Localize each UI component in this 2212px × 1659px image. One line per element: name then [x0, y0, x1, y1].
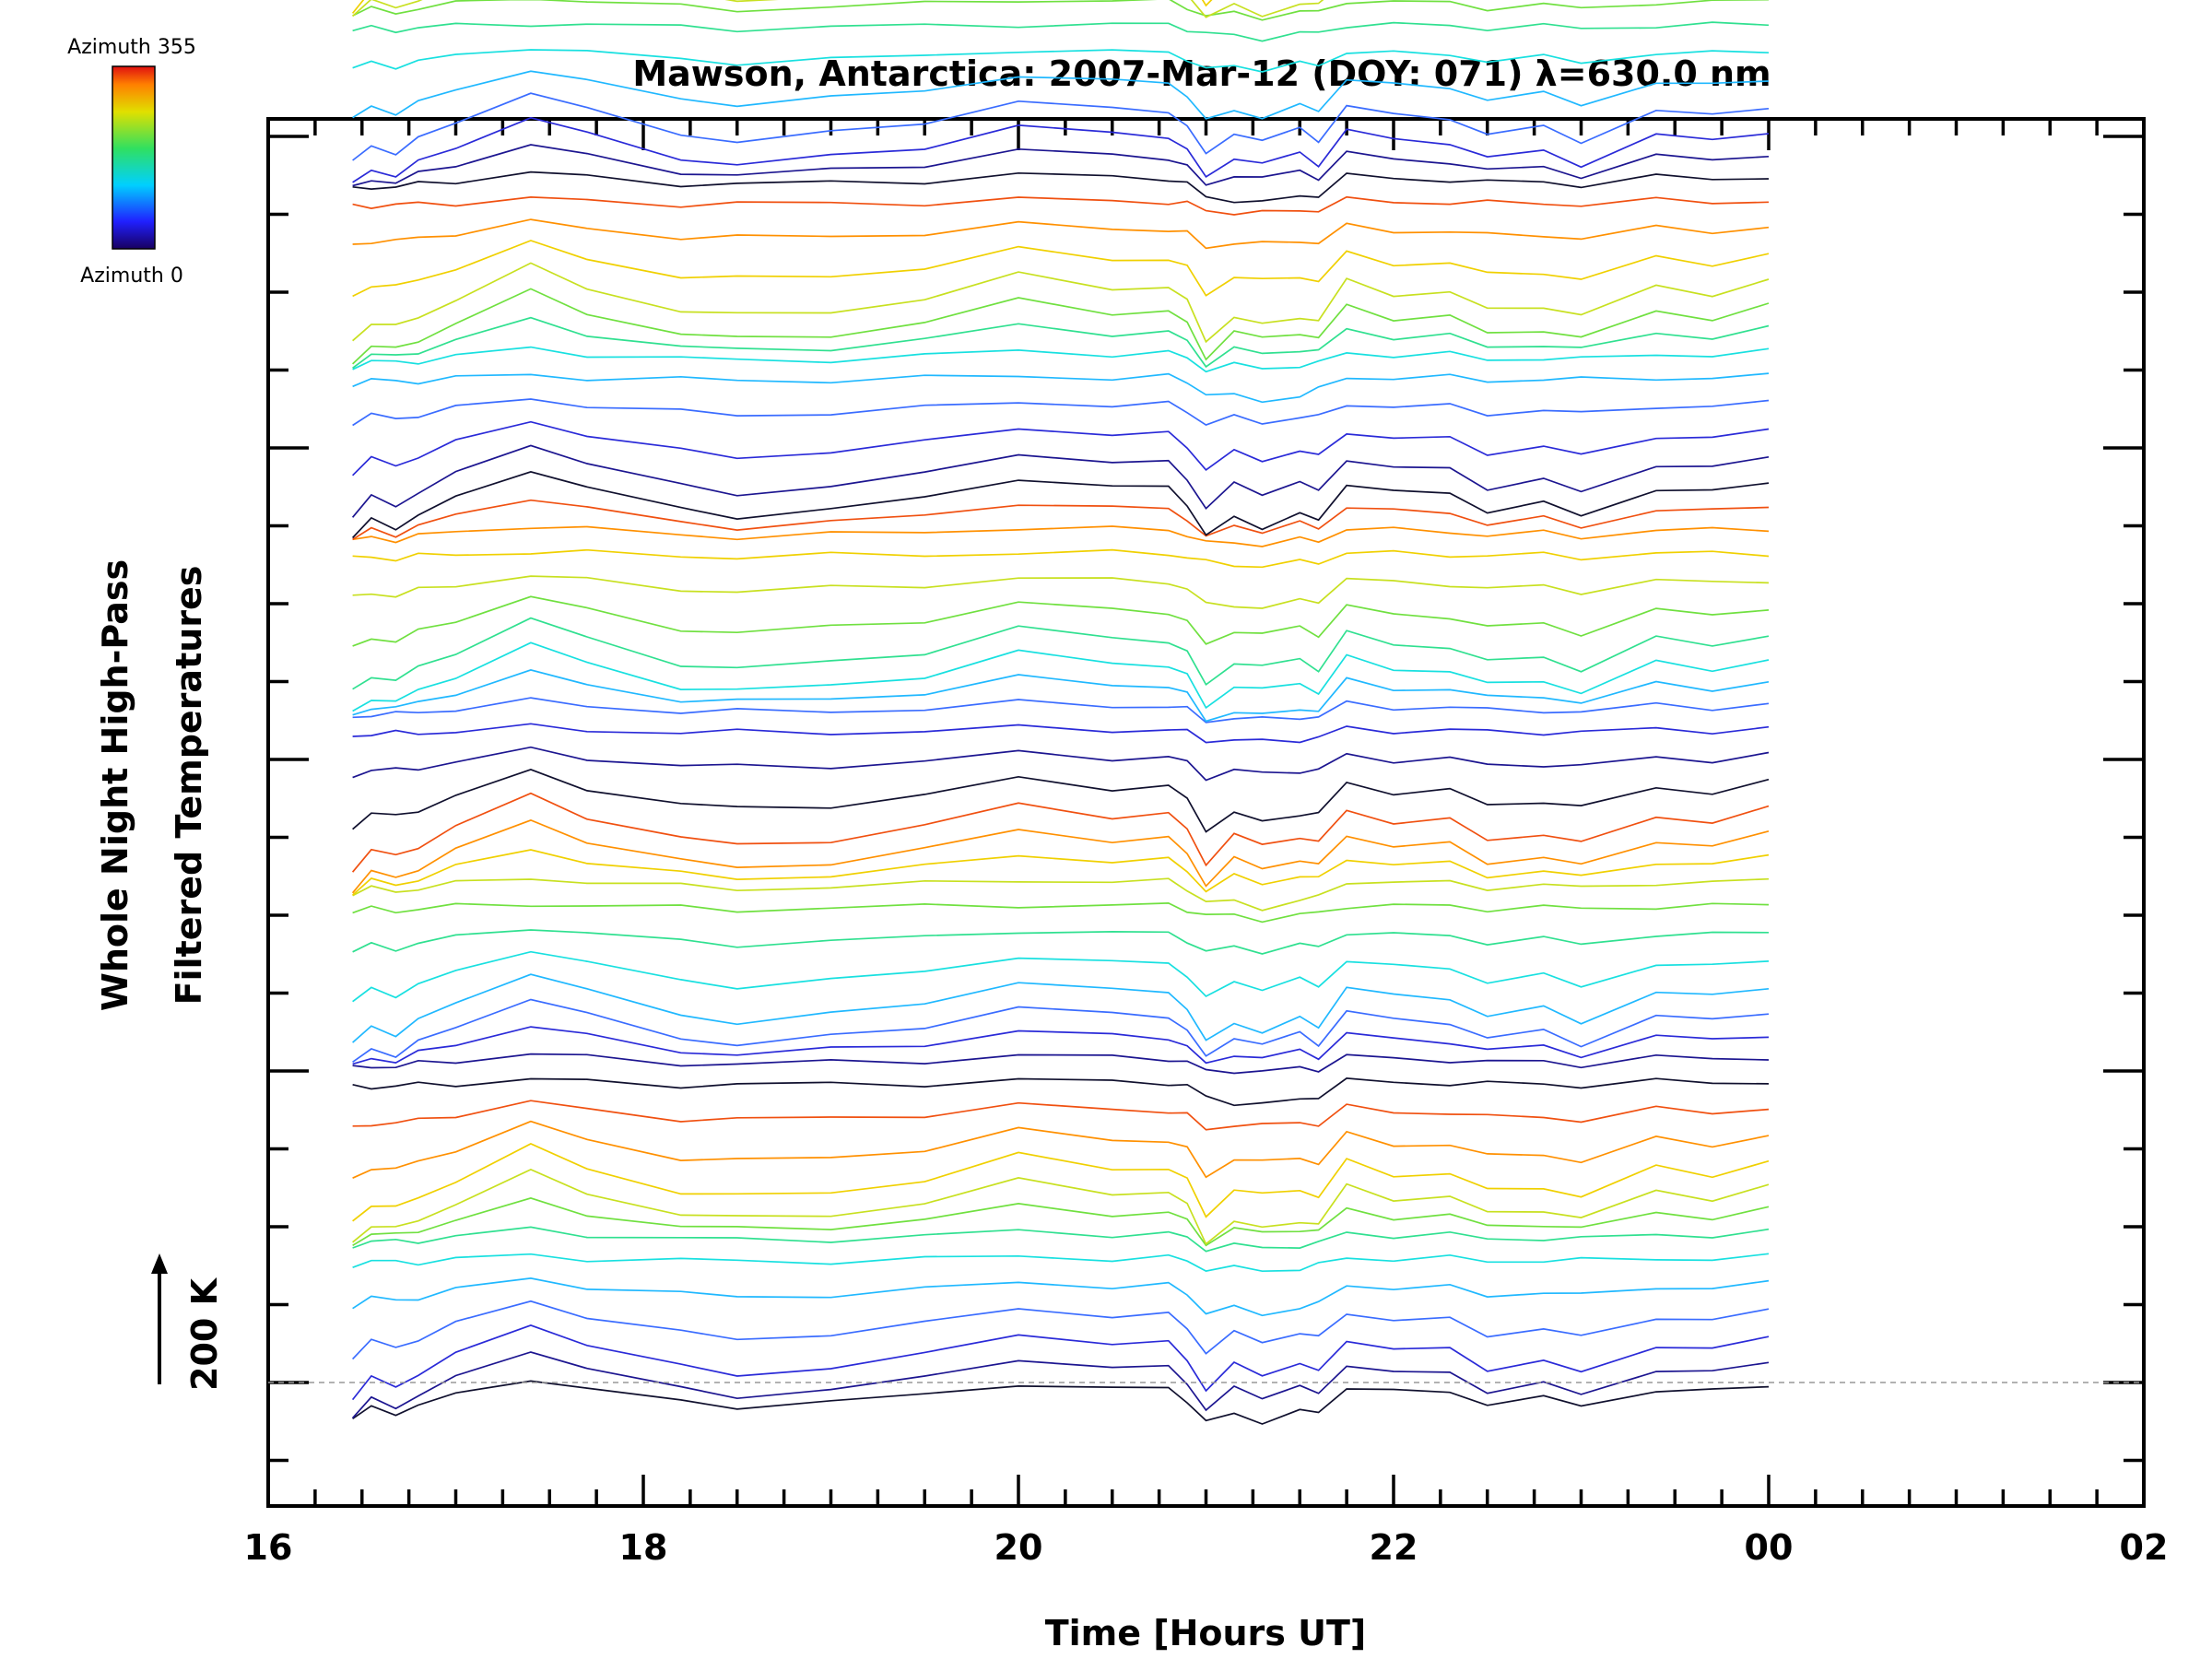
x-axis-ticks: 16 18 20 22 00 02 [244, 119, 2169, 1568]
series-line-17 [352, 973, 1770, 1043]
x-tick-label: 20 [994, 1527, 1043, 1568]
series-line-34 [352, 548, 1770, 569]
y-axis-ticks [268, 135, 2144, 1463]
series-line-12 [352, 1100, 1770, 1131]
series-line-28 [352, 697, 1770, 724]
series-line-50 [352, 144, 1770, 187]
series-line-20 [352, 902, 1770, 924]
series-line-40 [352, 398, 1770, 427]
x-axis-label: Time [Hours UT] [1045, 1613, 1367, 1653]
series-line-3 [351, 1324, 1770, 1401]
colorbar-bottom-label: Azimuth 0 [80, 265, 183, 288]
series-line-43 [352, 316, 1770, 369]
series-line-11 [352, 1120, 1770, 1179]
x-tick-label: 16 [244, 1527, 293, 1568]
series-line-5 [352, 1277, 1770, 1317]
series-line-52 [352, 92, 1770, 161]
series-line-44 [352, 288, 1770, 365]
series-line-47 [352, 218, 1770, 250]
x-tick-label: 18 [619, 1527, 668, 1568]
series-line-29 [352, 669, 1770, 723]
series-line-42 [352, 346, 1770, 373]
scale-arrow-icon [151, 1253, 168, 1274]
series-line-54 [352, 49, 1770, 73]
series-line-4 [351, 1300, 1770, 1360]
series-line-15 [352, 1026, 1770, 1065]
series-line-21 [352, 877, 1770, 912]
series-line-53 [352, 70, 1770, 120]
series-line-26 [352, 746, 1770, 782]
chart-title: Mawson, Antarctica: 2007-Mar-12 (DOY: 07… [632, 53, 1771, 94]
series-line-56 [352, 0, 1770, 21]
series-line-16 [352, 998, 1770, 1063]
y-axis-label-line1: Whole Night High-Pass [95, 559, 135, 1011]
series-line-18 [352, 950, 1770, 1003]
series-line-36 [352, 499, 1770, 541]
series-line-2 [351, 1351, 1770, 1419]
series-line-49 [352, 171, 1770, 204]
x-tick-label: 22 [1370, 1527, 1418, 1568]
x-tick-label: 00 [1745, 1527, 1794, 1568]
series-line-27 [352, 723, 1770, 744]
series-line-30 [352, 641, 1770, 712]
series-line-55 [352, 21, 1770, 42]
series-line-57 [352, 0, 1324, 18]
series-line-24 [351, 792, 1770, 873]
series-lines [351, 0, 1770, 1425]
series-line-7 [352, 1226, 1770, 1253]
plot-frame [266, 117, 2146, 1508]
series-line-9 [352, 1168, 1770, 1246]
x-tick-label: 02 [2120, 1527, 2169, 1568]
series-line-51 [352, 116, 1770, 183]
series-line-48 [352, 195, 1770, 216]
colorbar-top-label: Azimuth 355 [67, 36, 196, 59]
series-line-1 [352, 1380, 1770, 1425]
series-line-10 [352, 1143, 1770, 1222]
series-line-41 [352, 372, 1770, 404]
series-line-14 [352, 1053, 1770, 1075]
series-line-8 [352, 1197, 1770, 1247]
series-line-6 [352, 1253, 1770, 1273]
series-line-23 [351, 818, 1770, 894]
y-axis-label-line2: Filtered Temperatures [169, 566, 209, 1006]
series-line-46 [352, 240, 1770, 298]
series-line-13 [352, 1077, 1770, 1107]
colorbar [112, 65, 156, 250]
series-line-33 [352, 575, 1770, 609]
series-line-39 [351, 420, 1770, 477]
series-line-31 [352, 617, 1770, 690]
series-line-25 [352, 768, 1770, 833]
series-line-22 [352, 849, 1770, 896]
series-line-38 [351, 444, 1770, 518]
series-line-37 [351, 471, 1770, 539]
series-line-45 [352, 262, 1770, 344]
series-line-35 [352, 525, 1770, 547]
series-line-32 [352, 595, 1770, 647]
scale-label: 200 K [184, 1277, 225, 1391]
series-line-19 [352, 929, 1770, 955]
